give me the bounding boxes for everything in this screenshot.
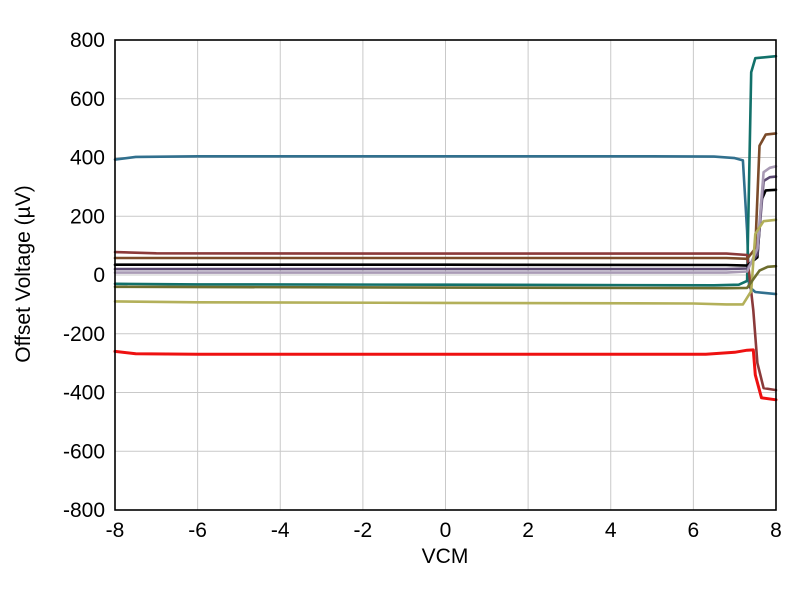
x-tick-label: 2 [522,519,534,542]
y-tick-label: 0 [93,264,105,287]
series-olive [113,264,778,290]
plot-border [114,39,777,511]
x-tick-label: 8 [770,519,782,542]
y-tick-label: -400 [63,382,105,405]
x-tick-label: -8 [106,519,125,542]
x-tick-label: 6 [688,519,700,542]
x-tick-label: -2 [354,519,373,542]
series-brown [113,132,778,261]
y-tick-label: 200 [70,205,105,228]
series-teal [113,54,778,287]
x-tick-label: -4 [271,519,290,542]
x-tick-label: 4 [605,519,617,542]
series-dark-red [113,250,778,392]
series-khaki [113,218,778,306]
series-red [113,348,778,402]
y-axis-title: Offset Voltage (µV) [12,185,35,363]
x-tick-label: -6 [188,519,207,542]
y-tick-label: 400 [70,147,105,170]
y-tick-label: 800 [70,29,105,52]
y-tick-label: -600 [63,440,105,463]
y-tick-label: -800 [63,499,105,522]
x-tick-label: 0 [440,519,452,542]
y-tick-label: 600 [70,88,105,111]
x-axis-title: VCM [421,545,469,568]
y-tick-label: -200 [63,323,105,346]
